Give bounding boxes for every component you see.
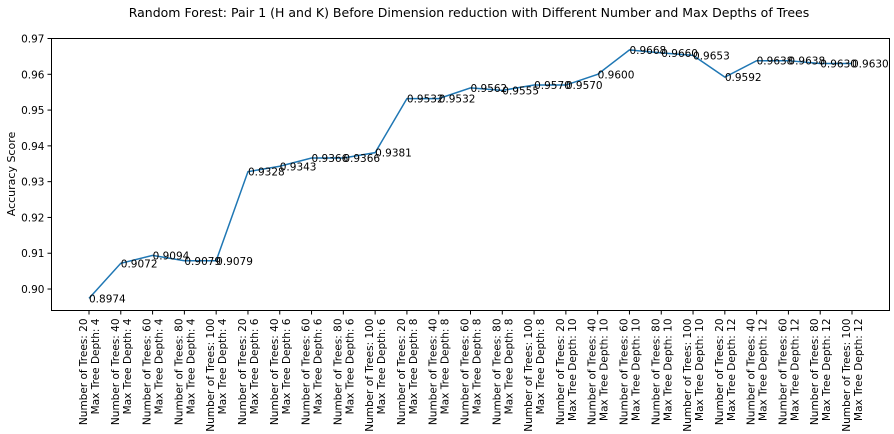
x-tick-label-depth: Max Tree Depth: 4 — [185, 318, 197, 414]
data-label: 0.9343 — [280, 161, 317, 173]
x-tick-label-trees: Number of Trees: 40 — [587, 319, 599, 426]
x-tick-label-trees: Number of Trees: 20 — [555, 319, 567, 426]
x-tick-label-trees: Number of Trees: 80 — [173, 319, 185, 426]
y-tick-label: 0.93 — [21, 177, 44, 189]
data-label: 0.9532 — [407, 94, 444, 106]
y-axis-label: Accuracy Score — [5, 132, 18, 217]
y-tick-label: 0.94 — [21, 141, 45, 153]
x-tick-label-trees: Number of Trees: 80 — [650, 319, 662, 426]
x-tick-label-trees: Number of Trees: 40 — [269, 319, 281, 426]
x-tick-label-depth: Max Tree Depth: 10 — [599, 319, 611, 421]
x-tick-label-trees: Number of Trees: 80 — [491, 319, 503, 426]
data-label: 0.9653 — [693, 50, 730, 62]
data-label: 0.9532 — [439, 94, 476, 106]
x-tick-label-trees: Number of Trees: 60 — [301, 319, 313, 426]
y-tick-label: 0.91 — [21, 248, 44, 260]
x-tick-label-trees: Number of Trees: 40 — [746, 319, 758, 426]
data-label: 0.9562 — [471, 83, 508, 95]
data-label: 0.9592 — [725, 72, 762, 84]
data-label: 0.9638 — [788, 56, 825, 68]
x-tick-label-depth: Max Tree Depth: 8 — [535, 319, 547, 415]
data-label: 0.9555 — [502, 85, 539, 97]
x-tick-label-depth: Max Tree Depth: 12 — [758, 319, 770, 421]
x-tick-label-depth: Max Tree Depth: 10 — [662, 319, 674, 421]
series-line — [88, 49, 852, 299]
x-tick-label-trees: Number of Trees: 60 — [618, 319, 630, 426]
data-label: 0.9366 — [312, 153, 349, 165]
x-tick-label-depth: Max Tree Depth: 6 — [281, 318, 293, 414]
y-tick-label: 0.90 — [21, 284, 44, 296]
y-tick-label: 0.97 — [21, 34, 44, 46]
x-tick-label-depth: Max Tree Depth: 4 — [217, 318, 229, 414]
data-label: 0.9668 — [629, 45, 666, 57]
data-label: 0.9366 — [343, 153, 380, 165]
data-label: 0.9570 — [534, 80, 571, 92]
x-tick-label-depth: Max Tree Depth: 10 — [567, 319, 579, 421]
x-tick-label-trees: Number of Trees: 60 — [777, 319, 789, 426]
y-tick-label: 0.95 — [21, 105, 44, 117]
x-tick-label-depth: Max Tree Depth: 12 — [789, 319, 801, 421]
y-tick-label: 0.96 — [21, 69, 45, 81]
x-tick-label-trees: Number of Trees: 80 — [809, 319, 821, 426]
x-tick-label-depth: Max Tree Depth: 12 — [821, 319, 833, 421]
x-tick-label-depth: Max Tree Depth: 8 — [503, 319, 515, 415]
y-tick-label: 0.92 — [21, 212, 44, 224]
x-tick-label-trees: Number of Trees: 100 — [523, 319, 535, 432]
x-tick-label-depth: Max Tree Depth: 12 — [853, 319, 865, 421]
data-label: 0.9570 — [566, 80, 603, 92]
x-tick-label-depth: Max Tree Depth: 6 — [249, 318, 261, 414]
x-tick-label-trees: Number of Trees: 40 — [110, 319, 122, 426]
x-tick-label-trees: Number of Trees: 100 — [841, 319, 853, 432]
data-label: 0.9079 — [216, 256, 253, 268]
x-tick-label-depth: Max Tree Depth: 10 — [694, 319, 706, 421]
x-tick-label-depth: Max Tree Depth: 8 — [472, 319, 484, 415]
x-tick-label-depth: Max Tree Depth: 4 — [154, 318, 166, 414]
x-tick-label-trees: Number of Trees: 20 — [396, 319, 408, 426]
data-label: 0.9630 — [820, 59, 857, 71]
data-label: 0.9660 — [661, 48, 698, 60]
x-tick-label-depth: Max Tree Depth: 10 — [630, 319, 642, 421]
x-tick-label-depth: Max Tree Depth: 6 — [313, 318, 325, 414]
x-tick-label-depth: Max Tree Depth: 4 — [90, 318, 102, 414]
x-tick-label-trees: Number of Trees: 60 — [142, 319, 154, 426]
data-label: 0.9638 — [757, 56, 794, 68]
data-label: 0.9600 — [598, 69, 635, 81]
data-label: 0.9079 — [184, 256, 221, 268]
x-tick-label-trees: Number of Trees: 20 — [78, 319, 90, 426]
x-tick-label-depth: Max Tree Depth: 4 — [122, 318, 134, 414]
x-tick-label-trees: Number of Trees: 100 — [205, 319, 217, 432]
x-tick-label-depth: Max Tree Depth: 8 — [408, 319, 420, 415]
x-tick-label-trees: Number of Trees: 60 — [460, 319, 472, 426]
plot-frame — [51, 38, 890, 311]
chart-title: Random Forest: Pair 1 (H and K) Before D… — [129, 5, 810, 20]
x-tick-label-depth: Max Tree Depth: 12 — [726, 319, 738, 421]
x-tick-label-trees: Number of Trees: 20 — [714, 319, 726, 426]
x-tick-label-depth: Max Tree Depth: 6 — [376, 318, 388, 414]
x-tick-label-trees: Number of Trees: 80 — [332, 319, 344, 426]
x-tick-label-trees: Number of Trees: 100 — [682, 319, 694, 432]
data-label: 0.9072 — [121, 258, 158, 270]
x-tick-label-trees: Number of Trees: 20 — [237, 319, 249, 426]
x-tick-label-trees: Number of Trees: 40 — [428, 319, 440, 426]
data-label: 0.8974 — [89, 293, 126, 305]
data-label: 0.9328 — [248, 167, 285, 179]
x-tick-label-depth: Max Tree Depth: 8 — [440, 319, 452, 415]
x-tick-label-trees: Number of Trees: 100 — [364, 319, 376, 432]
data-label: 0.9630 — [852, 59, 889, 71]
data-label: 0.9381 — [375, 148, 412, 160]
data-label: 0.9094 — [153, 250, 190, 262]
x-tick-label-depth: Max Tree Depth: 6 — [344, 318, 356, 414]
